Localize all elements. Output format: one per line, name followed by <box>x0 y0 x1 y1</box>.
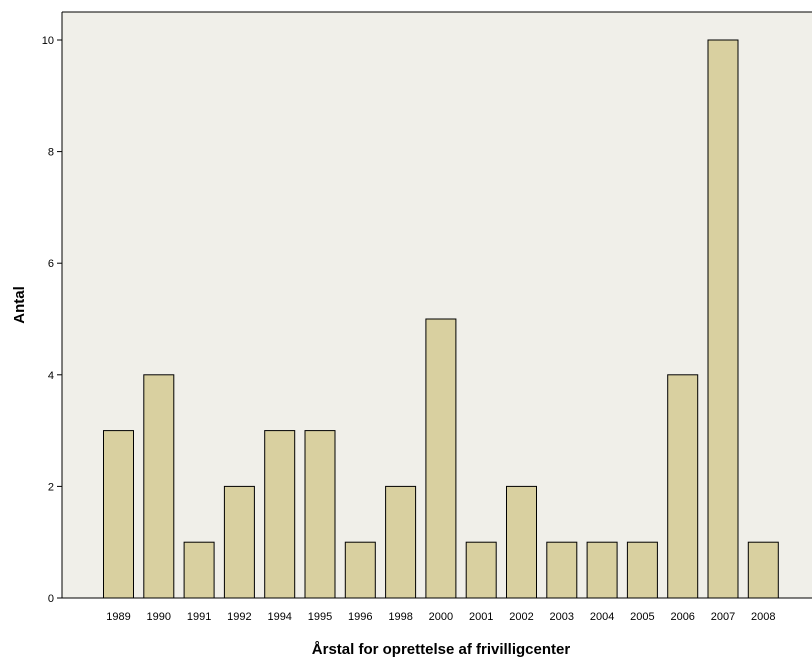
x-tick-label-2003: 2003 <box>550 611 574 623</box>
bar-2003 <box>546 541 578 599</box>
bar-1990 <box>143 374 175 599</box>
x-tick-label-1989: 1989 <box>106 611 130 623</box>
x-tick-label-2000: 2000 <box>429 611 453 623</box>
x-tick-label-1991: 1991 <box>187 611 211 623</box>
y-axis-title: Antal <box>11 286 28 324</box>
x-tick-label-2004: 2004 <box>590 611 614 623</box>
bar-1992 <box>223 485 255 599</box>
bar-2008 <box>747 541 779 599</box>
bar-1995 <box>304 430 336 599</box>
bar-2005 <box>626 541 658 599</box>
bar-2001 <box>465 541 497 599</box>
x-tick-label-1992: 1992 <box>227 611 251 623</box>
y-ticks-group: 0 2 4 6 8 10 <box>42 35 62 605</box>
x-tick-label-2008: 2008 <box>751 611 775 623</box>
bar-2002 <box>506 485 537 599</box>
x-tick-label-2006: 2006 <box>670 611 694 623</box>
x-tick-label-1996: 1996 <box>348 611 372 623</box>
bar-2004 <box>586 541 618 599</box>
x-axis-title: Årstal for oprettelse af frivilligcenter <box>312 641 571 658</box>
bar-1989 <box>103 430 134 599</box>
y-tick-label-4: 4 <box>48 370 54 382</box>
x-ticks-group: 1989 1990 1991 1992 1994 1995 1996 1998 2000 2001… <box>106 611 775 623</box>
x-tick-label-1994: 1994 <box>267 611 291 623</box>
bar-2000 <box>425 318 457 599</box>
bar-1994 <box>264 430 296 599</box>
bars-group <box>103 39 779 599</box>
y-tick-label-8: 8 <box>48 147 54 159</box>
x-tick-label-2001: 2001 <box>469 611 493 623</box>
bar-2006 <box>667 374 699 599</box>
bar-2007 <box>707 39 739 599</box>
x-tick-label-1998: 1998 <box>388 611 412 623</box>
bar-1996 <box>344 541 376 599</box>
x-tick-label-2007: 2007 <box>711 611 735 623</box>
x-tick-label-2005: 2005 <box>630 611 654 623</box>
y-tick-label-0: 0 <box>48 593 54 605</box>
y-tick-label-6: 6 <box>48 258 54 270</box>
bar-1998 <box>385 485 417 599</box>
x-tick-label-1990: 1990 <box>147 611 171 623</box>
y-tick-label-2: 2 <box>48 481 54 493</box>
x-tick-label-1995: 1995 <box>308 611 332 623</box>
bar-1991 <box>183 541 215 599</box>
x-tick-label-2002: 2002 <box>509 611 533 623</box>
y-tick-label-10: 10 <box>42 35 54 47</box>
